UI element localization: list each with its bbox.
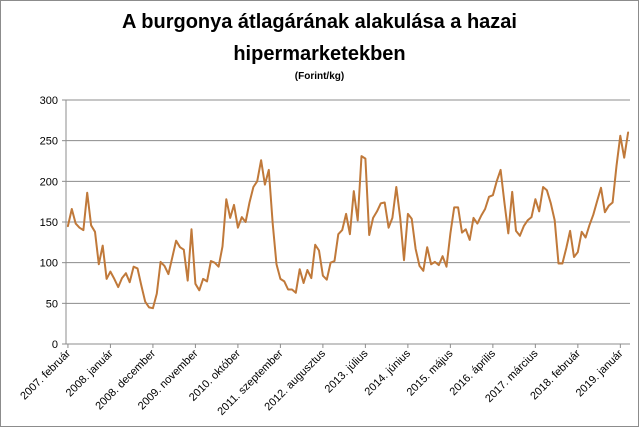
price-series-line — [66, 131, 630, 310]
y-tick-label: 0 — [52, 339, 58, 351]
x-tick-label: 2007. február — [18, 347, 73, 402]
y-tick-label: 300 — [40, 95, 58, 107]
chart-title-line-1: A burgonya átlagárának alakulása a hazai — [122, 11, 517, 33]
chart-title-line-2: hipermarketekben — [233, 43, 406, 65]
gridlines — [66, 99, 630, 304]
y-tick-label: 50 — [46, 298, 58, 310]
axes — [62, 99, 630, 348]
chart-subtitle: (Forint/kg) — [294, 71, 345, 82]
y-tick-label: 200 — [40, 176, 58, 188]
y-tick-label: 100 — [40, 258, 58, 270]
y-tick-label: 250 — [40, 136, 58, 148]
series-group — [66, 131, 630, 310]
y-axis-tick-labels: 0 50 100 150 200 250 300 — [40, 95, 58, 351]
y-tick-label: 150 — [40, 217, 58, 229]
